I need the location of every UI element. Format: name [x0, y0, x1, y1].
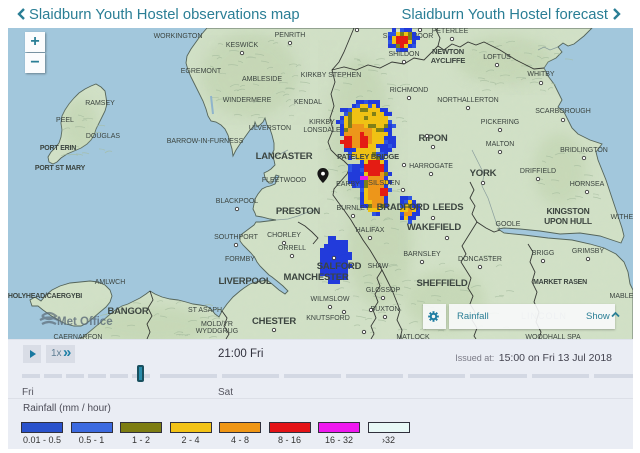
svg-text:SOUTHPORT: SOUTHPORT	[214, 234, 259, 241]
svg-text:MANCHESTER: MANCHESTER	[283, 272, 348, 283]
svg-text:PEEL: PEEL	[56, 117, 74, 124]
svg-text:ORRELL: ORRELL	[278, 245, 306, 252]
svg-text:HARROGATE: HARROGATE	[409, 163, 453, 170]
svg-text:GLOSSOP: GLOSSOP	[366, 287, 401, 294]
svg-text:WILMSLOW: WILMSLOW	[311, 296, 350, 303]
svg-text:BARNSLEY: BARNSLEY	[403, 251, 441, 258]
svg-text:WORKINGTON: WORKINGTON	[154, 33, 203, 40]
svg-text:CAERNARFON: CAERNARFON	[53, 334, 102, 339]
svg-text:DONCASTER: DONCASTER	[458, 256, 502, 263]
svg-text:HORNSEA: HORNSEA	[570, 181, 605, 188]
svg-text:BRIGG: BRIGG	[532, 250, 555, 257]
svg-text:ST ASAPH: ST ASAPH	[188, 307, 222, 314]
svg-text:NORTHALLERTON: NORTHALLERTON	[437, 97, 498, 104]
svg-text:AYCLIFFE: AYCLIFFE	[431, 56, 466, 65]
svg-text:UPON HULL: UPON HULL	[544, 216, 592, 226]
svg-text:WYDDGRUG: WYDDGRUG	[196, 328, 238, 335]
svg-text:FLEETWOOD: FLEETWOOD	[262, 177, 306, 184]
svg-text:LONSDALE: LONSDALE	[303, 127, 341, 134]
svg-text:BARROW-IN-FURNESS: BARROW-IN-FURNESS	[167, 138, 244, 145]
svg-text:SHEFFIELD: SHEFFIELD	[417, 278, 468, 289]
svg-text:KENDAL: KENDAL	[294, 99, 322, 106]
svg-text:HALIFAX: HALIFAX	[356, 227, 385, 234]
svg-text:WAKEFIELD: WAKEFIELD	[407, 222, 461, 233]
svg-text:PORT ERIN: PORT ERIN	[40, 145, 76, 152]
svg-text:KIRKBY STEPHEN: KIRKBY STEPHEN	[301, 72, 362, 79]
svg-text:MARKET RASEN: MARKET RASEN	[533, 279, 587, 286]
svg-text:PATELEY BRIDGE: PATELEY BRIDGE	[337, 152, 399, 161]
svg-text:WOODHALL SPA: WOODHALL SPA	[525, 334, 581, 339]
svg-text:SALFORD: SALFORD	[317, 261, 362, 272]
svg-text:KIRKBY: KIRKBY	[309, 119, 335, 126]
svg-text:BRADFORD: BRADFORD	[377, 202, 430, 213]
svg-text:RICHMOND: RICHMOND	[390, 87, 429, 94]
svg-text:DRIFFIELD: DRIFFIELD	[520, 168, 556, 175]
svg-text:MOLD/YR: MOLD/YR	[201, 321, 233, 328]
svg-text:PORT ST MARY: PORT ST MARY	[35, 165, 86, 172]
svg-text:SHAW: SHAW	[368, 263, 389, 270]
svg-text:KESWICK: KESWICK	[226, 42, 259, 49]
svg-text:Met Office: Met Office	[57, 316, 113, 328]
svg-text:ULVERSTON: ULVERSTON	[249, 125, 291, 132]
svg-text:MALTON: MALTON	[486, 141, 515, 148]
svg-text:BRIDLINGTON: BRIDLINGTON	[560, 147, 608, 154]
svg-text:DOUGLAS: DOUGLAS	[86, 133, 121, 140]
svg-text:CHORLEY: CHORLEY	[267, 232, 301, 239]
svg-text:GRIMSBY: GRIMSBY	[572, 248, 605, 255]
svg-text:EARBY: EARBY	[336, 181, 360, 188]
svg-text:GOOLE: GOOLE	[496, 221, 521, 228]
svg-text:RAMSEY: RAMSEY	[85, 100, 115, 107]
svg-text:KINGSTON: KINGSTON	[546, 206, 589, 216]
svg-text:EGREMONT: EGREMONT	[181, 68, 222, 75]
svg-text:WINDERMERE: WINDERMERE	[223, 97, 272, 104]
svg-text:WHITBY: WHITBY	[527, 71, 555, 78]
svg-text:MATLOCK: MATLOCK	[396, 334, 430, 339]
svg-text:CHESTER: CHESTER	[252, 316, 296, 327]
svg-text:LIVERPOOL: LIVERPOOL	[218, 276, 271, 287]
svg-text:MABLETHORPE: MABLETHORPE	[610, 293, 633, 300]
svg-text:PRESTON: PRESTON	[276, 206, 321, 217]
svg-text:RIPON: RIPON	[418, 133, 447, 144]
svg-text:AMLWCH: AMLWCH	[95, 279, 126, 286]
svg-text:LOFTUS: LOFTUS	[483, 54, 511, 61]
svg-text:WITHERNSEA: WITHERNSEA	[611, 214, 633, 221]
svg-text:YORK: YORK	[470, 168, 497, 179]
svg-text:SILSDEN: SILSDEN	[368, 178, 400, 187]
svg-text:PICKERING: PICKERING	[481, 119, 520, 126]
svg-text:SCARBOROUGH: SCARBOROUGH	[535, 108, 591, 115]
svg-text:PETERLEE: PETERLEE	[432, 28, 469, 35]
svg-text:BANGOR: BANGOR	[107, 306, 148, 317]
svg-text:BLACKPOOL: BLACKPOOL	[216, 198, 259, 205]
svg-text:NEWTON: NEWTON	[432, 47, 464, 56]
svg-text:LEEDS: LEEDS	[433, 202, 464, 213]
svg-text:SHILDON: SHILDON	[388, 51, 419, 58]
svg-text:BUXTON: BUXTON	[370, 306, 399, 313]
svg-text:BURNLEY: BURNLEY	[336, 205, 369, 212]
svg-text:FORMBY: FORMBY	[225, 256, 255, 263]
svg-text:KNUTSFORD: KNUTSFORD	[306, 315, 350, 322]
svg-text:PENRITH: PENRITH	[275, 32, 306, 39]
svg-text:HOLYHEAD/CAERGYBI: HOLYHEAD/CAERGYBI	[8, 293, 82, 300]
svg-text:AMBLESIDE: AMBLESIDE	[242, 76, 282, 83]
svg-text:LANCASTER: LANCASTER	[256, 151, 313, 162]
